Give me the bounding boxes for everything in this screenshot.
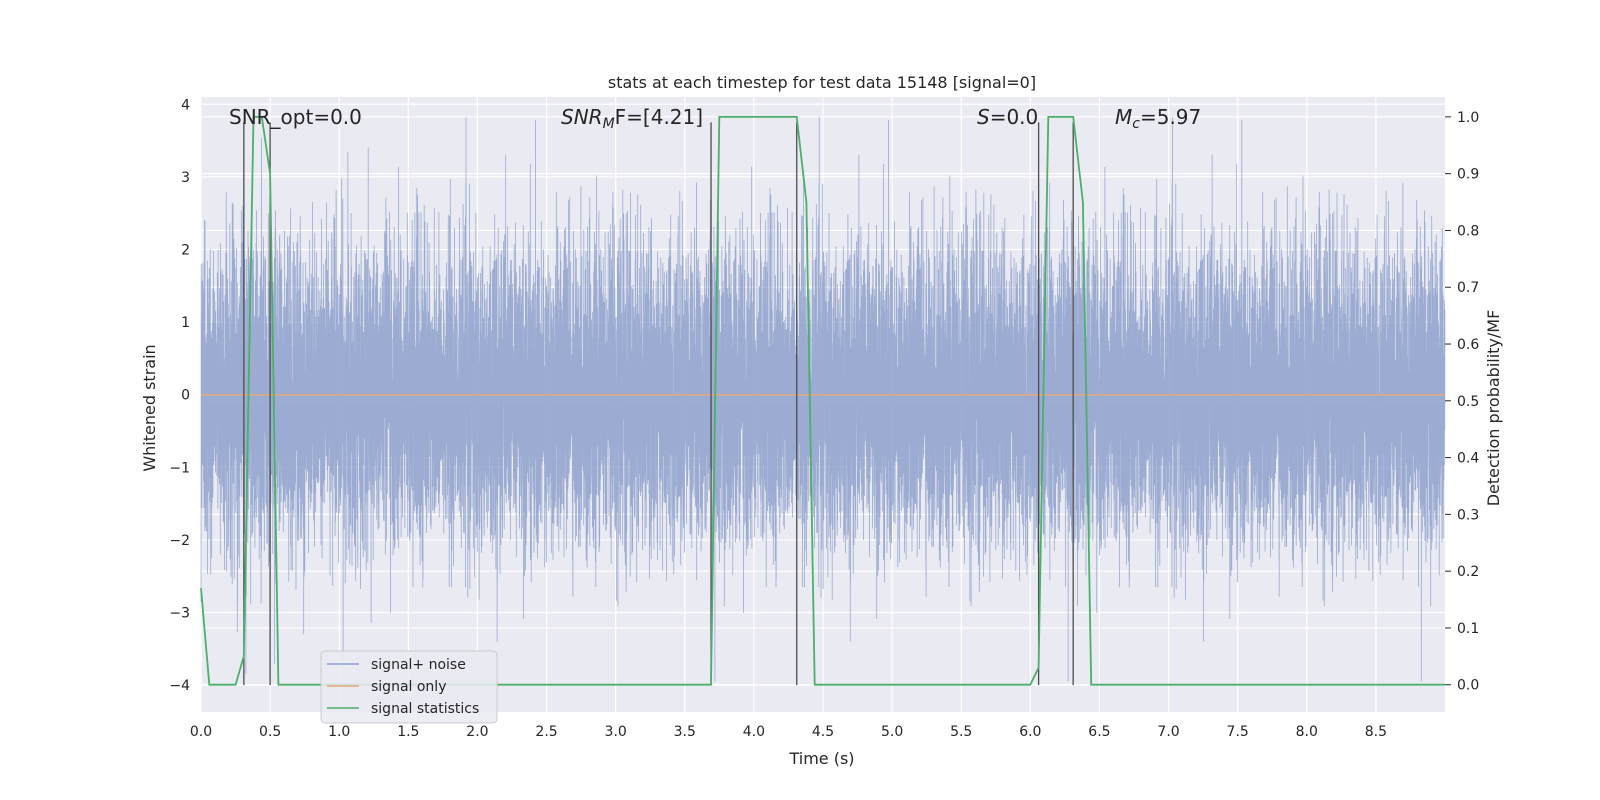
y-tick-label-6: 2 (181, 242, 190, 258)
y-tick-label-0: −4 (169, 678, 190, 694)
legend-label-signal-noise: signal+ noise (371, 657, 466, 673)
y-axis-label: Whitened strain (140, 344, 159, 471)
annotation-snr-mf-suffix: F=[4.21] (615, 105, 703, 129)
x-tick-label-6: 3.0 (605, 724, 627, 740)
y2-tick-label-2: 0.2 (1457, 564, 1479, 580)
y2-tick-label-4: 0.4 (1457, 451, 1479, 467)
x-tick-label-0: 0.0 (190, 724, 212, 740)
annotation-snr-mf: SNRMF=[4.21] (561, 105, 703, 132)
signal-statistics-line (200, 116, 1445, 686)
y-tick-label-2: −2 (169, 533, 190, 549)
annotation-mc-suffix: =5.97 (1140, 105, 1201, 129)
y2-tick-label-6: 0.6 (1457, 337, 1479, 353)
x-tick-label-10: 5.0 (881, 724, 903, 740)
legend-box (320, 650, 498, 724)
x-tick-labels: 0.0 0.5 1.0 1.5 2.0 2.5 3.0 3.5 4.0 4.5 5.0 5.5 6.0 6… (190, 724, 1387, 740)
x-tick-label-2: 1.0 (328, 724, 350, 740)
y2-tick-label-0: 0.0 (1457, 678, 1479, 694)
x-tick-label-16: 8.0 (1296, 724, 1318, 740)
annotation-mc-sub: c (1132, 116, 1140, 132)
y2-tick-label-9: 0.9 (1457, 167, 1479, 183)
y2-tick-label-10: 1.0 (1457, 110, 1479, 126)
y2-tick-label-3: 0.3 (1457, 507, 1479, 523)
x-tick-label-11: 5.5 (950, 724, 972, 740)
x-tick-label-17: 8.5 (1365, 724, 1387, 740)
x-tick-label-13: 6.5 (1088, 724, 1110, 740)
y2-axis-label: Detection probability/MF (1484, 310, 1503, 507)
legend-label-signal-only: signal only (371, 679, 446, 695)
y-tick-label-4: 0 (181, 388, 190, 404)
annotation-snr-mf-prefix: SNR (561, 105, 603, 129)
y-tick-label-5: 1 (181, 315, 190, 331)
legend-label-signal-statistics: signal statistics (371, 701, 479, 717)
x-axis-label: Time (s) (788, 749, 854, 768)
y2-tick-labels: 0.0 0.1 0.2 0.3 0.4 0.5 0.6 0.7 0.8 0.9 1.0 (1445, 110, 1479, 694)
annotation-snr-opt: SNR_opt=0.0 (229, 105, 362, 129)
x-tick-label-14: 7.0 (1157, 724, 1179, 740)
chart-title: stats at each timestep for test data 151… (608, 73, 1036, 92)
y-tick-labels: −4 −3 −2 −1 0 1 2 3 4 (169, 97, 190, 694)
y2-tick-label-5: 0.5 (1457, 394, 1479, 410)
y2-tick-label-7: 0.7 (1457, 280, 1479, 296)
series-signal-statistics (200, 116, 1445, 686)
x-tick-label-12: 6.0 (1019, 724, 1041, 740)
x-tick-label-5: 2.5 (535, 724, 557, 740)
legend: signal+ noise signal only signal statist… (320, 650, 498, 724)
y-tick-label-3: −1 (169, 460, 190, 476)
x-tick-label-15: 7.5 (1227, 724, 1249, 740)
y-tick-label-8: 4 (181, 97, 190, 113)
y2-tick-label-8: 0.8 (1457, 223, 1479, 239)
annotation-mc: Mc=5.97 (1115, 105, 1201, 132)
annotation-snr-mf-sub: M (603, 116, 615, 132)
y-tick-label-1: −3 (169, 606, 190, 622)
y-tick-label-7: 3 (181, 170, 190, 186)
x-tick-label-7: 3.5 (674, 724, 696, 740)
y2-tick-label-1: 0.1 (1457, 621, 1479, 637)
x-tick-label-1: 0.5 (259, 724, 281, 740)
annotation-s: S=0.0 (977, 105, 1038, 129)
annotation-s-prefix: S (977, 105, 990, 129)
x-tick-label-8: 4.0 (743, 724, 765, 740)
vertical-markers (243, 122, 1074, 686)
x-tick-label-9: 4.5 (812, 724, 834, 740)
annotation-s-suffix: =0.0 (990, 105, 1039, 129)
x-tick-label-3: 1.5 (397, 724, 419, 740)
x-tick-label-4: 2.0 (466, 724, 488, 740)
annotation-mc-prefix: M (1115, 105, 1132, 129)
